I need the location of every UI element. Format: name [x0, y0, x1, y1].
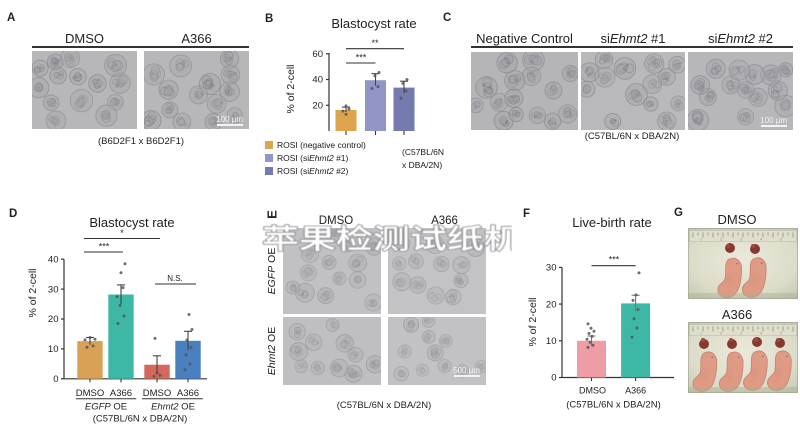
svg-text:3: 3 — [740, 331, 743, 336]
svg-text:***: *** — [99, 242, 110, 252]
svg-text:10: 10 — [48, 344, 59, 355]
svg-text:***: *** — [609, 255, 620, 265]
svg-text:40: 40 — [48, 254, 59, 265]
svg-text:2: 2 — [720, 331, 723, 336]
svg-text:100 µm: 100 µm — [216, 115, 243, 124]
svg-text:2: 2 — [720, 237, 723, 242]
svg-text:DMSO: DMSO — [143, 388, 172, 399]
svg-text:***: *** — [356, 53, 367, 63]
svg-text:Blastocyst rate: Blastocyst rate — [331, 16, 416, 31]
svg-text:Live-birth rate: Live-birth rate — [572, 215, 651, 230]
svg-text:1: 1 — [700, 237, 703, 242]
svg-text:% of 2-cell: % of 2-cell — [27, 268, 39, 317]
svg-text:40: 40 — [312, 75, 323, 86]
svg-text:20: 20 — [546, 299, 557, 310]
svg-text:3: 3 — [740, 237, 743, 242]
svg-text:EGFP OE: EGFP OE — [85, 402, 127, 413]
svg-text:1: 1 — [700, 331, 703, 336]
svg-text:% of 2-cell: % of 2-cell — [285, 64, 297, 113]
svg-text:A366: A366 — [625, 386, 646, 396]
svg-text:60: 60 — [312, 49, 323, 60]
svg-text:N.S.: N.S. — [167, 274, 183, 283]
svg-text:30: 30 — [48, 284, 59, 295]
svg-text:5: 5 — [780, 331, 783, 336]
svg-text:**: ** — [371, 38, 379, 48]
svg-text:DMSO: DMSO — [579, 386, 606, 396]
svg-text:% of 2-cell: % of 2-cell — [527, 297, 539, 346]
svg-text:0: 0 — [53, 374, 58, 385]
svg-text:(C57BL/6N x DBA/2N): (C57BL/6N x DBA/2N) — [93, 414, 188, 425]
svg-text:4: 4 — [760, 237, 763, 242]
svg-text:5: 5 — [780, 237, 783, 242]
svg-text:*: * — [120, 228, 124, 238]
svg-text:30: 30 — [546, 263, 557, 274]
svg-text:20: 20 — [312, 101, 323, 112]
svg-text:4: 4 — [760, 331, 763, 336]
svg-text:100 µm: 100 µm — [760, 116, 787, 125]
svg-text:0: 0 — [551, 373, 556, 384]
svg-text:20: 20 — [48, 314, 59, 325]
svg-text:(C57BL/6N x DBA/2N): (C57BL/6N x DBA/2N) — [566, 400, 661, 411]
svg-text:A366: A366 — [110, 388, 132, 399]
svg-text:Blastocyst rate: Blastocyst rate — [89, 215, 174, 230]
svg-text:A366: A366 — [177, 388, 199, 399]
svg-text:DMSO: DMSO — [76, 388, 105, 399]
svg-text:10: 10 — [546, 336, 557, 347]
svg-text:500 µm: 500 µm — [453, 366, 480, 375]
svg-text:Ehmt2 OE: Ehmt2 OE — [151, 402, 195, 413]
